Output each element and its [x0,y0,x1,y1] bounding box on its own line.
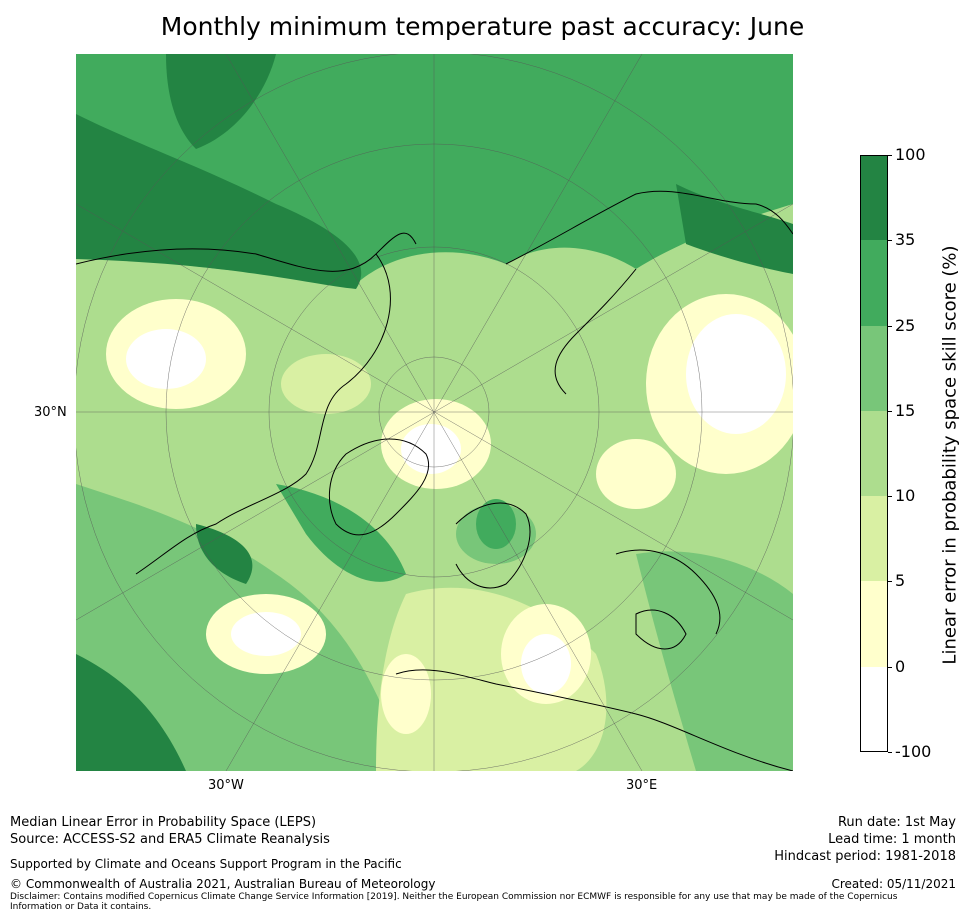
graticule [76,54,793,771]
colorbar-tick-label: 100 [895,145,926,164]
asia-south-green [636,551,793,771]
colorbar-tick-mark [888,496,892,498]
low-skill-patch-11 [596,439,676,509]
colorbar-segment [860,240,888,326]
polar-map [76,54,793,771]
colorbar-tick-mark [888,155,892,156]
run-date-text: Run date: 1st May [837,815,956,830]
ocean-dark-lower-left [76,654,186,771]
atlantic-green [276,484,406,582]
colorbar-segment [860,581,888,667]
longitude-east-label: 30°E [626,778,658,793]
colorbar-tick-label: 15 [895,400,916,420]
colorbar-tick-label: -100 [895,742,932,761]
map-canvas [76,54,793,771]
chart-title: Monthly minimum temperature past accurac… [160,12,805,41]
ocean-dark-patch-2 [676,184,793,274]
colorbar-tick-mark [888,752,892,753]
colorbar-tick-mark [888,325,892,327]
support-text: Supported by Climate and Oceans Support … [10,857,402,871]
coastlines [76,190,793,771]
ocean-dark-patch-3 [196,524,253,584]
colorbar-segment [860,325,888,411]
created-text: Created: 05/11/2021 [831,877,956,891]
colorbar-segment [860,666,888,752]
lead-time-text: Lead time: 1 month [828,832,956,847]
colorbar-tick-mark [888,410,892,412]
copyright-text: © Commonwealth of Australia 2021, Austra… [10,877,436,891]
disclaimer-line-2: Information or Data it contains. [10,902,152,912]
low-skill-patch-4 [686,314,786,434]
low-skill-patch-12 [281,354,371,414]
latitude-label: 30°N [34,405,67,420]
colorbar [860,155,888,752]
colorbar-tick-mark [888,666,892,668]
africa-patch [381,654,431,734]
hindcast-text: Hindcast period: 1981-2018 [774,849,956,864]
low-skill-patch-6 [401,424,461,474]
low-skill-patch-2 [126,329,206,389]
low-skill-patch-10 [521,634,571,694]
source-text: Source: ACCESS-S2 and ERA5 Climate Reana… [10,832,330,847]
colorbar-tick-label: 5 [895,571,906,591]
colorbar-tick-label: 0 [895,656,906,676]
colorbar-tick-mark [888,581,892,583]
colorbar-tick-label: 10 [895,486,916,506]
colorbar-label: Linear error in probability space skill … [939,245,961,665]
longitude-west-label: 30°W [208,778,244,793]
low-skill-patch-8 [231,612,301,656]
disclaimer-line-1: Disclaimer: Contains modified Copernicus… [10,892,898,902]
colorbar-tick-mark [888,240,892,242]
ocean-dark-patch-1 [166,54,276,149]
colorbar-tick-label: 25 [895,315,916,335]
colorbar-segment [860,155,888,241]
colorbar-segment [860,496,888,582]
metric-text: Median Linear Error in Probability Space… [10,815,317,830]
colorbar-segment [860,410,888,497]
colorbar-tick-label: 35 [895,230,916,250]
